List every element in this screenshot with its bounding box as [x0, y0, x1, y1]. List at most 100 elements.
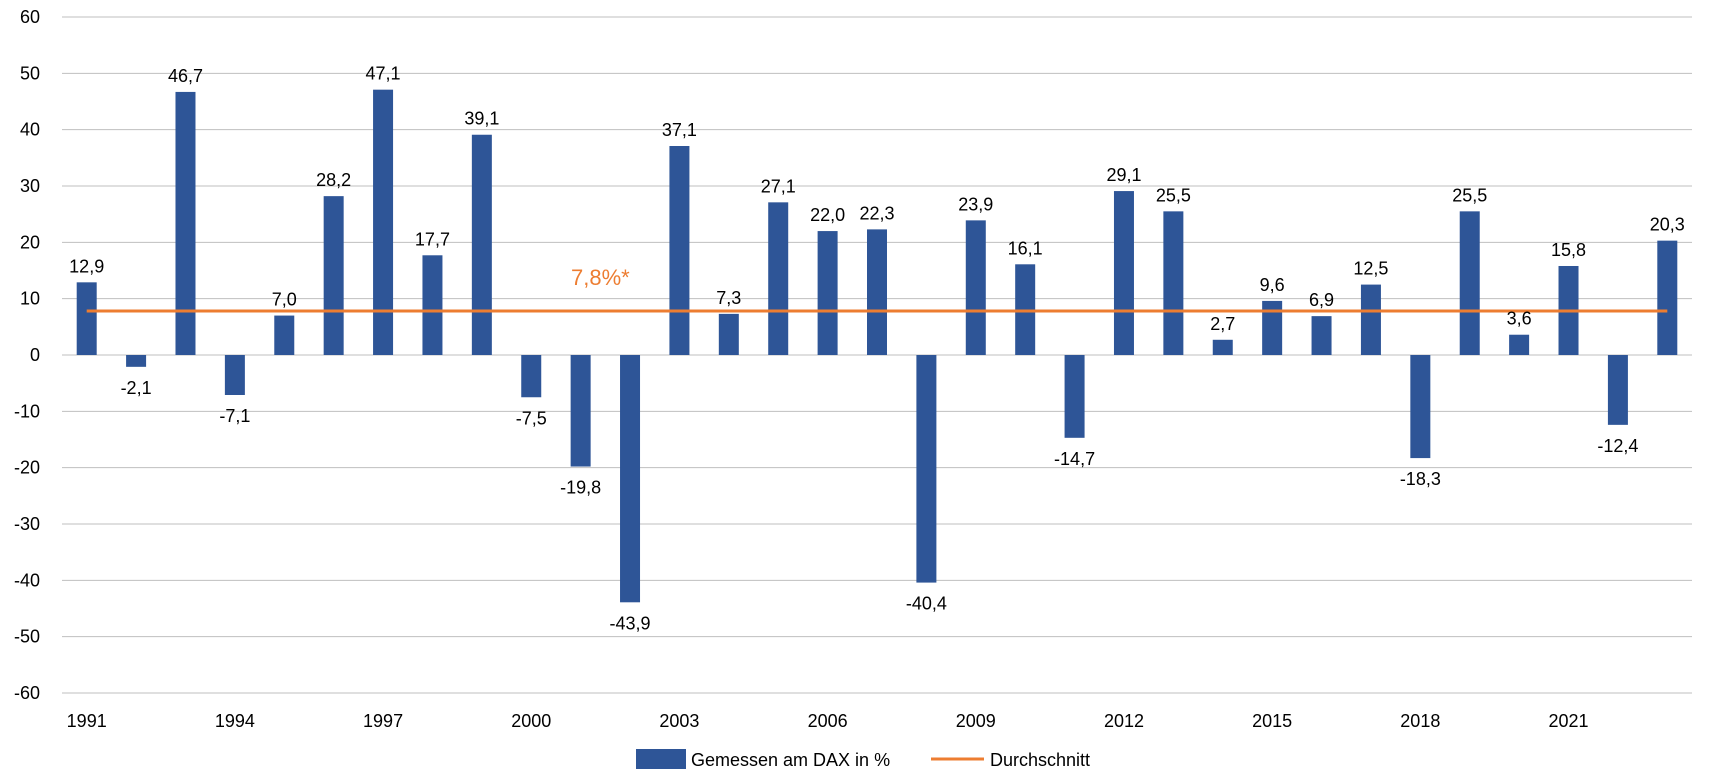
- bar-2008: [916, 355, 937, 583]
- bars: [76, 89, 1678, 603]
- data-label-2022: -12,4: [1597, 436, 1638, 456]
- bar-2023: [1657, 240, 1678, 355]
- bar-1996: [323, 196, 344, 355]
- bar-2013: [1163, 211, 1184, 355]
- data-label-1995: 7,0: [272, 290, 297, 310]
- data-label-2005: 27,1: [761, 176, 796, 196]
- bar-2019: [1459, 211, 1480, 355]
- y-tick-label: -40: [14, 570, 40, 590]
- data-label-2019: 25,5: [1452, 185, 1487, 205]
- x-axis-ticks: 1991 1994 1997 2000 2003 2006 2009 2012 2015 2018…: [67, 711, 1589, 731]
- y-tick-label: -10: [14, 401, 40, 421]
- bar-2018: [1410, 355, 1431, 459]
- legend: Gemessen am DAX in % Durchschnitt: [636, 749, 1090, 770]
- y-tick-label: -50: [14, 627, 40, 647]
- data-label-1998: 17,7: [415, 229, 450, 249]
- x-tick-label: 2003: [659, 711, 699, 731]
- data-labels: 12,9 -2,1 46,7 -7,1 7,0 28,2 47,1 17,7 39,1 -7,5 -…: [69, 64, 1685, 634]
- y-tick-label: 60: [20, 7, 40, 27]
- bar-2006: [817, 231, 838, 355]
- bar-2005: [768, 202, 789, 355]
- y-tick-label: 30: [20, 176, 40, 196]
- y-tick-label: 40: [20, 120, 40, 140]
- y-tick-label: 0: [30, 345, 40, 365]
- data-label-2004: 7,3: [716, 288, 741, 308]
- data-label-1996: 28,2: [316, 170, 351, 190]
- y-axis-ticks: 60 50 40 30 20 10 0 -10 -20 -30 -40 -50 -60: [14, 7, 40, 703]
- data-label-1993: 46,7: [168, 66, 203, 86]
- bar-2002: [620, 355, 641, 603]
- data-label-2008: -40,4: [906, 594, 947, 614]
- bar-2017: [1360, 284, 1381, 355]
- bar-1993: [175, 91, 196, 355]
- x-tick-label: 1997: [363, 711, 403, 731]
- bar-1998: [422, 255, 443, 355]
- bar-2022: [1607, 355, 1628, 425]
- data-label-1991: 12,9: [69, 256, 104, 276]
- bar-1997: [373, 89, 394, 356]
- average-annotation: 7,8%*: [571, 265, 630, 290]
- bar-2020: [1509, 334, 1530, 355]
- x-tick-label: 1994: [215, 711, 255, 731]
- legend-bar-label: Gemessen am DAX in %: [691, 750, 890, 770]
- x-tick-label: 2018: [1400, 711, 1440, 731]
- y-tick-label: 50: [20, 63, 40, 83]
- data-label-2002: -43,9: [610, 613, 651, 633]
- bar-2009: [965, 220, 986, 355]
- bar-2016: [1311, 316, 1332, 355]
- bar-2011: [1064, 355, 1085, 438]
- x-tick-label: 2015: [1252, 711, 1292, 731]
- bar-2001: [570, 355, 591, 467]
- data-label-2023: 20,3: [1650, 215, 1685, 235]
- bar-2012: [1113, 191, 1134, 355]
- data-label-1999: 39,1: [464, 109, 499, 129]
- bar-1994: [224, 355, 245, 395]
- data-label-2020: 3,6: [1507, 309, 1532, 329]
- data-label-2021: 15,8: [1551, 240, 1586, 260]
- bar-2000: [521, 355, 542, 398]
- x-tick-label: 2012: [1104, 711, 1144, 731]
- y-tick-label: -20: [14, 458, 40, 478]
- bar-2015: [1262, 300, 1283, 355]
- data-label-2003: 37,1: [662, 120, 697, 140]
- data-label-2009: 23,9: [958, 194, 993, 214]
- data-label-2012: 29,1: [1106, 165, 1141, 185]
- data-label-2014: 2,7: [1210, 314, 1235, 334]
- data-label-2000: -7,5: [516, 408, 547, 428]
- bar-2007: [867, 229, 887, 355]
- x-tick-label: 1991: [67, 711, 107, 731]
- y-tick-label: 20: [20, 232, 40, 252]
- bar-1991: [76, 282, 97, 355]
- data-label-2015: 9,6: [1260, 275, 1285, 295]
- average-line-group: 7,8%*: [86, 265, 1668, 313]
- bar-1999: [471, 134, 492, 355]
- bar-1992: [126, 355, 147, 367]
- data-label-1994: -7,1: [219, 406, 250, 426]
- data-label-2001: -19,8: [560, 478, 601, 498]
- bar-2014: [1212, 339, 1233, 355]
- data-label-2017: 12,5: [1353, 259, 1388, 279]
- legend-bar-swatch: [636, 749, 686, 769]
- y-tick-label: -30: [14, 514, 40, 534]
- x-tick-label: 2009: [956, 711, 996, 731]
- x-tick-label: 2006: [808, 711, 848, 731]
- y-tick-label: -60: [14, 683, 40, 703]
- data-label-2018: -18,3: [1400, 469, 1441, 489]
- bar-1995: [274, 315, 295, 355]
- data-label-2006: 22,0: [810, 205, 845, 225]
- bar-2004: [718, 313, 739, 355]
- data-label-2016: 6,9: [1309, 290, 1334, 310]
- data-label-1997: 47,1: [366, 64, 401, 84]
- legend-line-label: Durchschnitt: [990, 750, 1090, 770]
- data-label-2010: 16,1: [1008, 238, 1043, 258]
- y-tick-label: 10: [20, 289, 40, 309]
- data-label-2011: -14,7: [1054, 449, 1095, 469]
- x-tick-label: 2000: [511, 711, 551, 731]
- data-label-1992: -2,1: [121, 378, 152, 398]
- data-label-2007: 22,3: [859, 203, 894, 223]
- bar-2003: [669, 146, 690, 355]
- data-label-2013: 25,5: [1156, 185, 1191, 205]
- x-tick-label: 2021: [1548, 711, 1588, 731]
